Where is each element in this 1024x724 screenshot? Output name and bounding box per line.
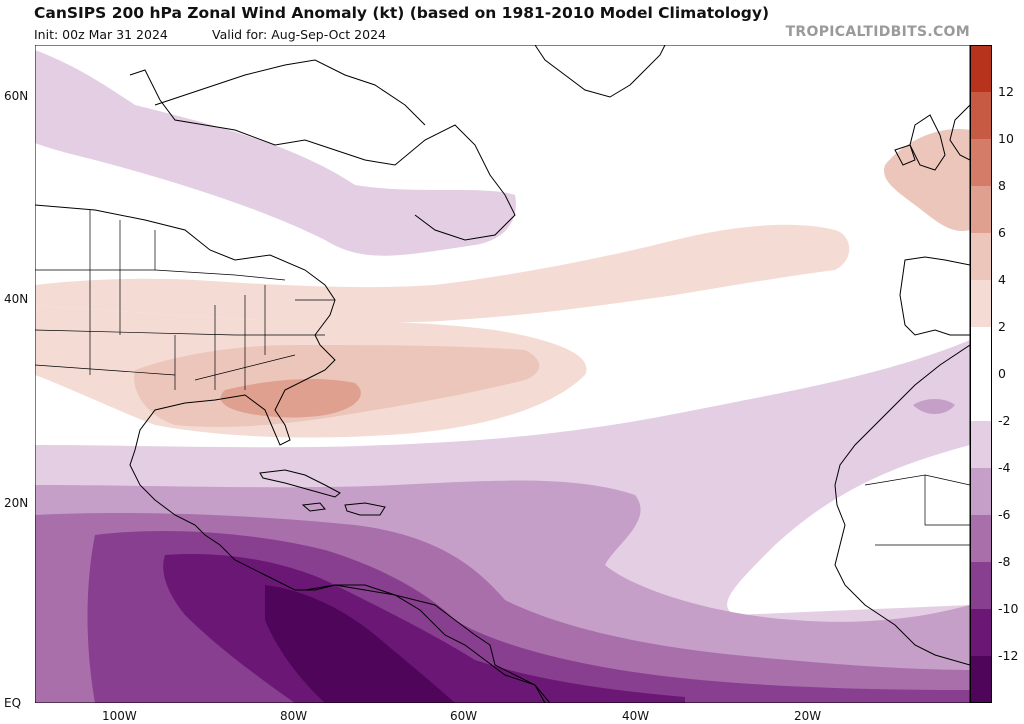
colorbar-tick-label: 10 [998, 131, 1014, 146]
lon-label-80w: 80W [280, 709, 308, 723]
lon-label-100w: 100W [102, 709, 137, 723]
pos-anomaly-europe [884, 129, 970, 231]
colorbar-tick-label: 12 [998, 84, 1014, 99]
colorbar [970, 45, 992, 703]
lat-label-40n: 40N [4, 292, 29, 306]
colorbar-tick-label: -12 [998, 648, 1019, 663]
colorbar-swatch [970, 45, 992, 93]
colorbar-swatch [970, 515, 992, 563]
lat-label-eq: EQ [4, 696, 22, 710]
lon-label-20w: 20W [794, 709, 822, 723]
lat-label-60n: 60N [4, 89, 29, 103]
political-boundaries [35, 210, 970, 546]
coastlines [35, 45, 970, 703]
colorbar-swatch [970, 374, 992, 422]
colorbar-swatch [970, 186, 992, 234]
colorbar-swatch [970, 421, 992, 469]
colorbar-tick-label: 8 [998, 178, 1006, 193]
lat-label-20n: 20N [4, 496, 29, 510]
anomaly-map [35, 45, 970, 703]
neg-anomaly-max [265, 585, 455, 703]
map-title: CanSIPS 200 hPa Zonal Wind Anomaly (kt) … [34, 4, 770, 22]
pos-anomaly-west-africa-neg [913, 399, 955, 414]
colorbar-swatch [970, 468, 992, 516]
colorbar-tick-label: 0 [998, 366, 1006, 381]
neg-anomaly-north-band [35, 50, 516, 256]
init-time: Init: 00z Mar 31 2024 [34, 27, 168, 42]
colorbar-tick-label: -6 [998, 507, 1011, 522]
brand-watermark: TROPICALTIDBITS.COM [785, 24, 970, 40]
colorbar-tick-label: -8 [998, 554, 1011, 569]
pos-anomaly-light [35, 224, 850, 323]
pos-anomaly-strong [220, 379, 361, 418]
colorbar-tick-label: 6 [998, 225, 1006, 240]
colorbar-tick-label: 2 [998, 319, 1006, 334]
colorbar-border [970, 45, 992, 703]
colorbar-swatch [970, 139, 992, 187]
colorbar-tick-label: -10 [998, 601, 1019, 616]
lon-label-60w: 60W [450, 709, 478, 723]
colorbar-swatch [970, 562, 992, 610]
colorbar-swatch [970, 656, 992, 703]
colorbar-swatch [970, 92, 992, 140]
colorbar-swatch [970, 233, 992, 281]
colorbar-tick-label: -2 [998, 413, 1011, 428]
colorbar-tick-label: 4 [998, 272, 1006, 287]
lon-label-40w: 40W [622, 709, 650, 723]
colorbar-swatch [970, 609, 992, 657]
colorbar-tick-label: -4 [998, 460, 1011, 475]
colorbar-swatch [970, 280, 992, 328]
colorbar-swatch [970, 327, 992, 375]
valid-period: Valid for: Aug-Sep-Oct 2024 [212, 27, 386, 42]
